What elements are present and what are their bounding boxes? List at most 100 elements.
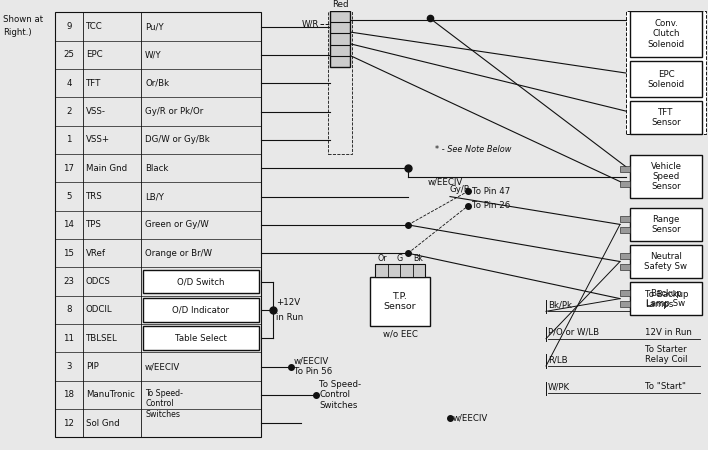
Text: 23: 23 bbox=[64, 277, 74, 286]
Bar bbox=[626, 10, 706, 134]
Bar bbox=[630, 61, 702, 98]
Text: DG/W or Gy/Bk: DG/W or Gy/Bk bbox=[145, 135, 210, 144]
Text: Green or Gy/W: Green or Gy/W bbox=[145, 220, 209, 230]
Text: * - See Note Below: * - See Note Below bbox=[435, 145, 511, 154]
Bar bbox=[143, 298, 259, 322]
Bar bbox=[630, 245, 702, 278]
Text: To Backup
Lamps: To Backup Lamps bbox=[645, 290, 688, 309]
Bar bbox=[330, 10, 350, 67]
Text: PIP: PIP bbox=[86, 362, 98, 371]
Bar bbox=[370, 277, 430, 326]
Text: To Pin 56: To Pin 56 bbox=[294, 368, 332, 377]
Text: Backup
Lamp Sw: Backup Lamp Sw bbox=[646, 289, 685, 308]
Text: Pu/Y: Pu/Y bbox=[145, 22, 164, 31]
Text: Main Gnd: Main Gnd bbox=[86, 164, 127, 173]
Text: Conv.
Clutch
Solenoid: Conv. Clutch Solenoid bbox=[647, 19, 685, 49]
Text: W/Y: W/Y bbox=[145, 50, 161, 59]
Text: To "Start": To "Start" bbox=[645, 382, 686, 392]
Text: Range
Sensor: Range Sensor bbox=[651, 215, 681, 234]
Text: 14: 14 bbox=[64, 220, 74, 230]
Text: LB/Y: LB/Y bbox=[145, 192, 164, 201]
Text: Or: Or bbox=[377, 254, 387, 263]
Text: 12: 12 bbox=[64, 418, 74, 427]
Text: 4: 4 bbox=[67, 79, 72, 88]
Text: ManuTronic: ManuTronic bbox=[86, 390, 135, 399]
Text: EPC: EPC bbox=[86, 50, 103, 59]
Bar bbox=[630, 101, 702, 134]
Bar bbox=[620, 253, 630, 259]
Bar bbox=[620, 166, 630, 172]
Text: Or/Bk: Or/Bk bbox=[145, 79, 169, 88]
Text: Bk/Pk: Bk/Pk bbox=[548, 300, 572, 309]
Text: w/EECIV: w/EECIV bbox=[294, 356, 329, 365]
Text: O/D Indicator: O/D Indicator bbox=[173, 306, 229, 315]
Bar bbox=[620, 290, 630, 296]
Text: 12V in Run: 12V in Run bbox=[645, 328, 692, 337]
Text: 15: 15 bbox=[64, 249, 74, 258]
Bar bbox=[630, 10, 702, 58]
Text: ODCIL: ODCIL bbox=[86, 306, 113, 315]
Bar bbox=[55, 13, 261, 437]
Text: T.P.
Sensor: T.P. Sensor bbox=[384, 292, 416, 311]
Text: Right.): Right.) bbox=[3, 28, 32, 37]
Text: w/o EEC: w/o EEC bbox=[382, 330, 418, 339]
Text: VSS+: VSS+ bbox=[86, 135, 110, 144]
Text: VRef: VRef bbox=[86, 249, 106, 258]
Text: G: G bbox=[397, 254, 403, 263]
Text: To Starter
Relay Coil: To Starter Relay Coil bbox=[645, 345, 687, 364]
Text: Gy/R: Gy/R bbox=[450, 184, 471, 194]
Text: 9: 9 bbox=[67, 22, 72, 31]
Bar bbox=[620, 227, 630, 233]
Text: 17: 17 bbox=[64, 164, 74, 173]
Text: W/PK: W/PK bbox=[548, 382, 570, 392]
Text: Shown at: Shown at bbox=[3, 15, 43, 24]
Text: 25: 25 bbox=[64, 50, 74, 59]
Text: Vehicle
Speed
Sensor: Vehicle Speed Sensor bbox=[651, 162, 682, 191]
Text: Gy/R or Pk/Or: Gy/R or Pk/Or bbox=[145, 107, 203, 116]
Bar bbox=[328, 13, 352, 154]
Text: TCC: TCC bbox=[86, 22, 103, 31]
Text: 1: 1 bbox=[67, 135, 72, 144]
Bar bbox=[620, 264, 630, 270]
Text: in Run: in Run bbox=[276, 313, 303, 322]
Text: To Speed-
Control
Switches: To Speed- Control Switches bbox=[145, 389, 183, 419]
Text: TPS: TPS bbox=[86, 220, 102, 230]
Text: VSS-: VSS- bbox=[86, 107, 106, 116]
Text: R/LB: R/LB bbox=[548, 355, 568, 364]
Bar bbox=[620, 301, 630, 307]
Text: w/EECIV: w/EECIV bbox=[428, 177, 462, 186]
Text: To Pin 26: To Pin 26 bbox=[472, 201, 510, 210]
Text: TFT
Sensor: TFT Sensor bbox=[651, 108, 681, 127]
Text: EPC
Solenoid: EPC Solenoid bbox=[647, 70, 685, 89]
Text: O/D Switch: O/D Switch bbox=[177, 277, 224, 286]
Text: 8: 8 bbox=[67, 306, 72, 315]
Bar bbox=[375, 265, 425, 277]
Text: Black: Black bbox=[145, 164, 169, 173]
Text: +12V: +12V bbox=[276, 298, 300, 307]
Bar bbox=[620, 181, 630, 187]
Text: P/O or W/LB: P/O or W/LB bbox=[548, 328, 599, 337]
Text: 2: 2 bbox=[67, 107, 72, 116]
Bar bbox=[630, 208, 702, 241]
Text: Neutral
Safety Sw: Neutral Safety Sw bbox=[644, 252, 687, 271]
Text: TBLSEL: TBLSEL bbox=[86, 334, 118, 343]
Text: 11: 11 bbox=[64, 334, 74, 343]
Bar bbox=[143, 326, 259, 350]
Text: Red: Red bbox=[332, 0, 348, 9]
Text: To Speed-
Control
Switches: To Speed- Control Switches bbox=[319, 380, 361, 410]
Text: 5: 5 bbox=[67, 192, 72, 201]
Text: W/R: W/R bbox=[302, 20, 319, 29]
Text: w/EECIV: w/EECIV bbox=[453, 414, 489, 423]
Bar bbox=[143, 270, 259, 293]
Text: 3: 3 bbox=[67, 362, 72, 371]
Text: 18: 18 bbox=[64, 390, 74, 399]
Text: ODCS: ODCS bbox=[86, 277, 111, 286]
Text: TRS: TRS bbox=[86, 192, 103, 201]
Text: Orange or Br/W: Orange or Br/W bbox=[145, 249, 212, 258]
Text: w/EECIV: w/EECIV bbox=[145, 362, 181, 371]
Text: Table Select: Table Select bbox=[175, 334, 227, 343]
Text: TFT: TFT bbox=[86, 79, 101, 88]
Bar bbox=[620, 216, 630, 222]
Text: Sol Gnd: Sol Gnd bbox=[86, 418, 120, 427]
Bar bbox=[630, 282, 702, 315]
